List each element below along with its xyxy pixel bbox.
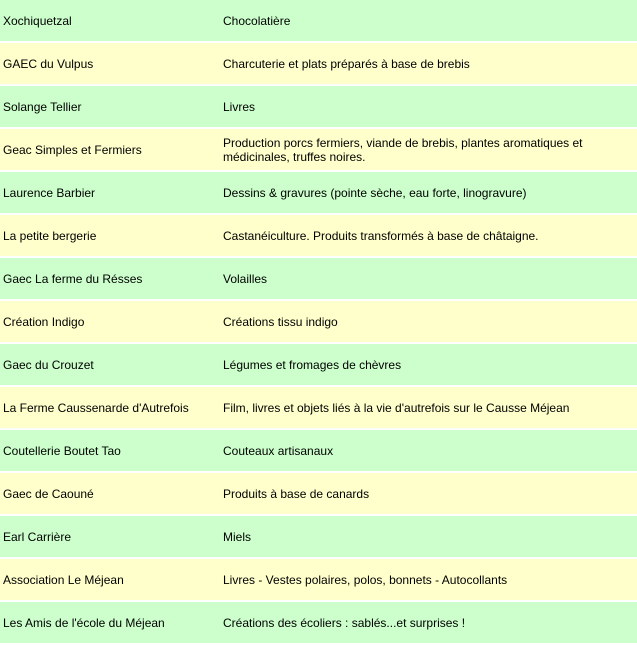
- table-row: Geac Simples et Fermiers Production porcs…: [0, 129, 637, 172]
- table-row: Gaec du Crouzet Légumes et fromages de ch…: [0, 344, 637, 387]
- table-row: Les Amis de l'école du Méjean Créations d…: [0, 602, 637, 645]
- product-cell: Couteaux artisanaux: [220, 430, 637, 473]
- table-row: Association Le Méjean Livres - Vestes pol…: [0, 559, 637, 602]
- producer-cell: Geac Simples et Fermiers: [0, 129, 220, 172]
- product-cell: Castanéiculture. Produits transformés à …: [220, 215, 637, 258]
- table-row: Gaec La ferme du Résses Volailles: [0, 258, 637, 301]
- table-row: La petite bergerie Castanéiculture. Produ…: [0, 215, 637, 258]
- producer-cell: GAEC du Vulpus: [0, 43, 220, 86]
- producer-cell: Les Amis de l'école du Méjean: [0, 602, 220, 645]
- product-cell: Volailles: [220, 258, 637, 301]
- producer-cell: Gaec de Caouné: [0, 473, 220, 516]
- product-cell: Produits à base de canards: [220, 473, 637, 516]
- producer-cell: Solange Tellier: [0, 86, 220, 129]
- product-cell: Production porcs fermiers, viande de bre…: [220, 129, 637, 172]
- product-cell: Livres: [220, 86, 637, 129]
- table-row: GAEC du Vulpus Charcuterie et plats prépa…: [0, 43, 637, 86]
- producer-cell: Gaec du Crouzet: [0, 344, 220, 387]
- product-cell: Miels: [220, 516, 637, 559]
- table-row: Laurence Barbier Dessins & gravures (poin…: [0, 172, 637, 215]
- table-row: Gaec de Caouné Produits à base de canards: [0, 473, 637, 516]
- producer-cell: La Ferme Caussenarde d'Autrefois: [0, 387, 220, 430]
- producer-cell: Laurence Barbier: [0, 172, 220, 215]
- producer-cell: Association Le Méjean: [0, 559, 220, 602]
- product-cell: Livres - Vestes polaires, polos, bonnets…: [220, 559, 637, 602]
- producer-cell: Xochiquetzal: [0, 0, 220, 43]
- table-row: Xochiquetzal Chocolatière: [0, 0, 637, 43]
- product-cell: Chocolatière: [220, 0, 637, 43]
- product-cell: Créations des écoliers : sablés...et sur…: [220, 602, 637, 645]
- table-row: Création Indigo Créations tissu indigo: [0, 301, 637, 344]
- table-row: Solange Tellier Livres: [0, 86, 637, 129]
- table-row: Earl Carrière Miels: [0, 516, 637, 559]
- producer-cell: Coutellerie Boutet Tao: [0, 430, 220, 473]
- producer-cell: Création Indigo: [0, 301, 220, 344]
- product-cell: Créations tissu indigo: [220, 301, 637, 344]
- product-cell: Dessins & gravures (pointe sèche, eau fo…: [220, 172, 637, 215]
- product-cell: Film, livres et objets liés à la vie d'a…: [220, 387, 637, 430]
- producer-cell: La petite bergerie: [0, 215, 220, 258]
- table-row: Coutellerie Boutet Tao Couteaux artisanau…: [0, 430, 637, 473]
- producer-cell: Gaec La ferme du Résses: [0, 258, 220, 301]
- producer-cell: Earl Carrière: [0, 516, 220, 559]
- product-cell: Légumes et fromages de chèvres: [220, 344, 637, 387]
- table-row: La Ferme Caussenarde d'Autrefois Film, li…: [0, 387, 637, 430]
- product-cell: Charcuterie et plats préparés à base de …: [220, 43, 637, 86]
